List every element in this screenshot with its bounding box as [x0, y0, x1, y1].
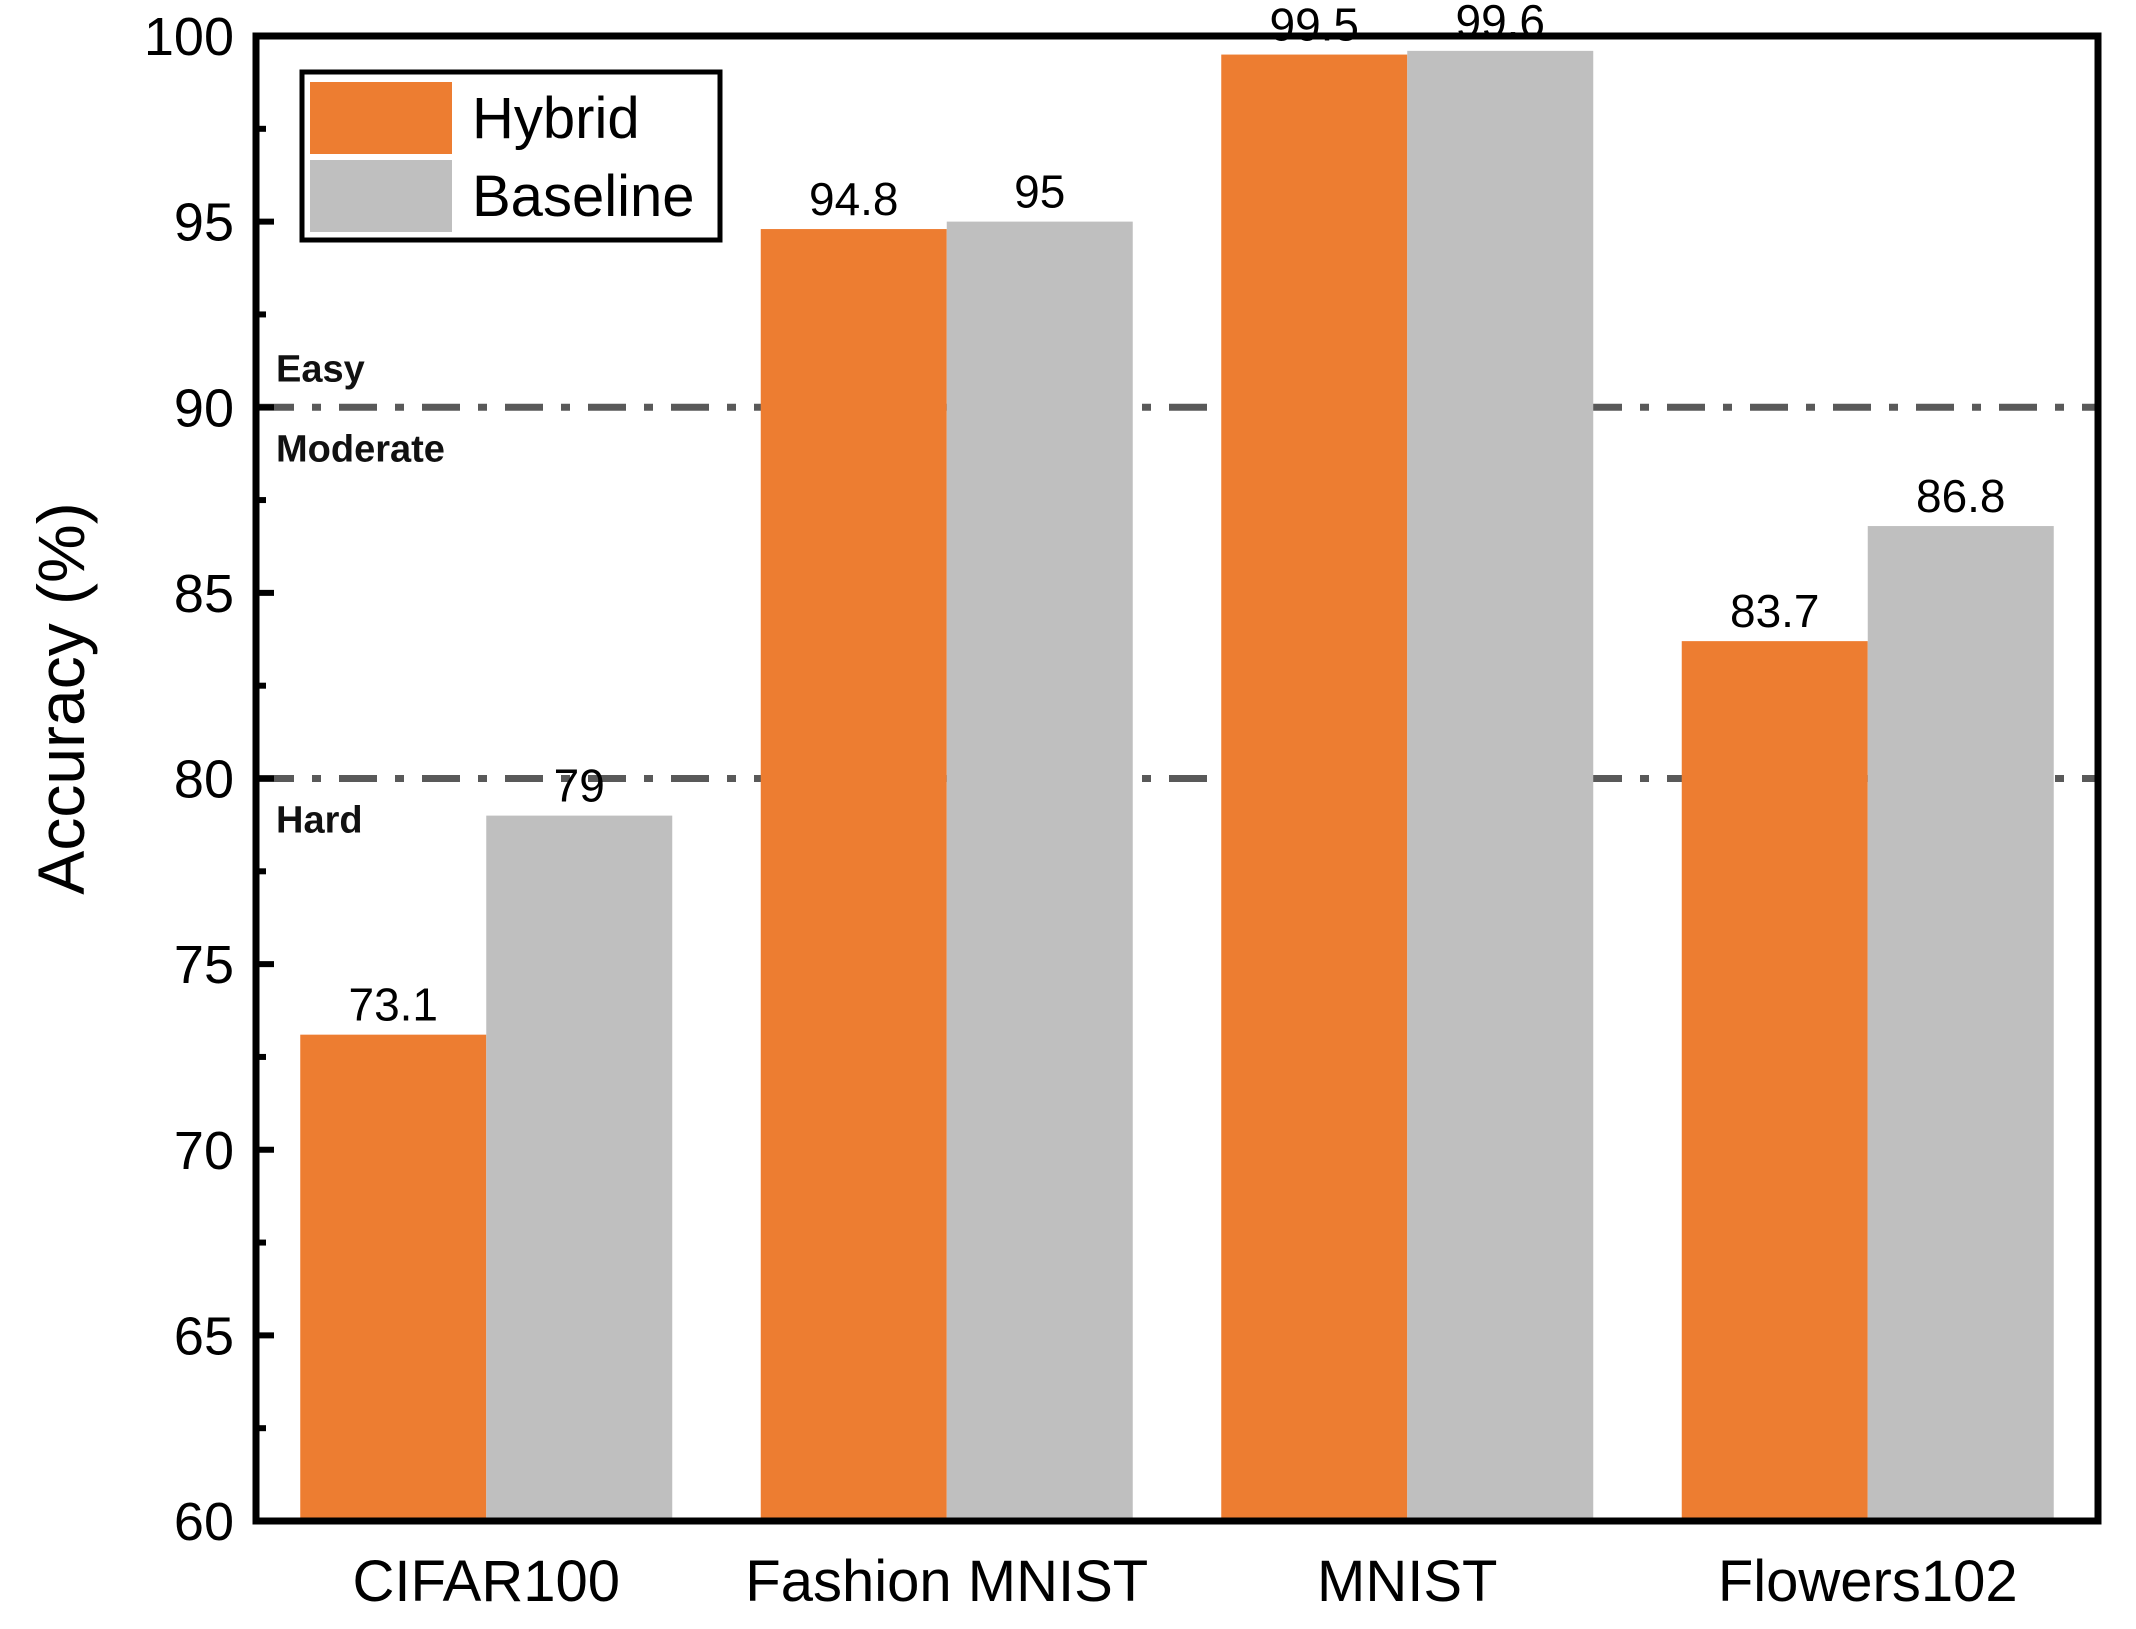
zone-labels: Easy Moderate Hard [276, 348, 445, 841]
bar-hybrid-fashion-mnist [760, 229, 947, 1521]
bar-hybrid-cifar100 [300, 1034, 487, 1521]
reference-lines [256, 403, 2098, 782]
value-label-baseline-flowers102: 86.8 [1916, 470, 2006, 522]
legend-swatch-baseline [310, 160, 452, 232]
y-tick-label-70: 70 [174, 1121, 234, 1181]
y-tick-label-95: 95 [174, 193, 234, 253]
zone-label-moderate: Moderate [276, 428, 445, 470]
y-tick-label-60: 60 [174, 1492, 234, 1552]
value-label-hybrid-flowers102: 83.7 [1730, 585, 1820, 637]
x-tick-label-cifar100: CIFAR100 [352, 1549, 620, 1614]
bar-baseline-fashion-mnist [946, 221, 1133, 1521]
legend-label-hybrid: Hybrid [472, 86, 640, 151]
y-tick-label-80: 80 [174, 750, 234, 810]
bar-baseline-flowers102 [1867, 526, 2054, 1521]
bar-baseline-cifar100 [486, 815, 673, 1521]
x-tick-label-mnist: MNIST [1317, 1549, 1497, 1614]
bar-baseline-mnist [1407, 50, 1594, 1522]
zone-label-easy: Easy [276, 348, 365, 390]
y-tick-label-85: 85 [174, 564, 234, 624]
value-label-baseline-fashion-mnist: 95 [1014, 166, 1065, 218]
y-tick-label-100: 100 [144, 7, 234, 67]
legend-label-baseline: Baseline [472, 164, 694, 229]
value-label-hybrid-mnist: 99.5 [1269, 0, 1359, 51]
bar-hybrid-mnist [1221, 54, 1408, 1521]
y-tick-label-65: 65 [174, 1306, 234, 1366]
bar-hybrid-flowers102 [1681, 641, 1868, 1521]
legend: Hybrid Baseline [299, 69, 723, 243]
value-labels: 73.1 79 94.8 95 99.5 99.6 83.7 86.8 [348, 0, 2005, 1031]
value-label-hybrid-fashion-mnist: 94.8 [809, 173, 899, 225]
legend-swatch-hybrid [310, 82, 452, 154]
x-tick-label-flowers102: Flowers102 [1718, 1549, 2018, 1614]
y-axis-title: Accuracy (%) [24, 502, 98, 894]
y-tick-label-75: 75 [174, 935, 234, 995]
y-tick-label-90: 90 [174, 378, 234, 438]
bars [300, 50, 2054, 1522]
x-tick-label-fashion-mnist: Fashion MNIST [745, 1549, 1148, 1614]
zone-label-hard: Hard [276, 800, 363, 842]
value-label-baseline-mnist: 99.6 [1455, 0, 1545, 47]
value-label-baseline-cifar100: 79 [554, 760, 605, 812]
value-label-hybrid-cifar100: 73.1 [348, 979, 438, 1031]
plot-frame [252, 32, 2102, 1525]
axes: CIFAR100 Fashion MNIST MNIST Flowers102 60 65… [144, 7, 2102, 1614]
